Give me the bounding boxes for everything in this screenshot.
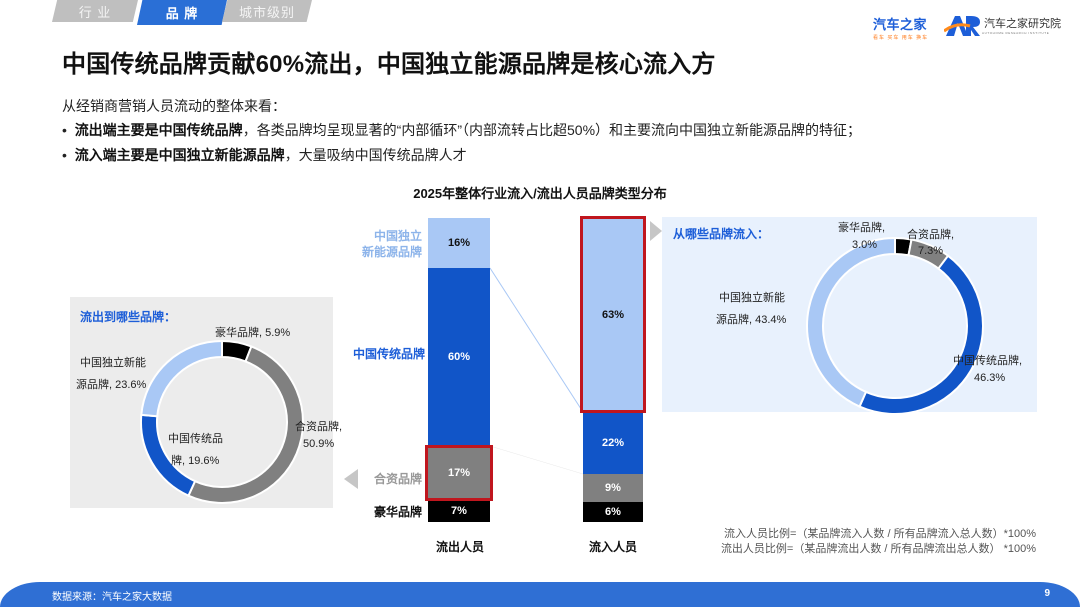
donut-slice [858, 254, 984, 415]
arrow-left-icon [344, 469, 358, 489]
autohome-logo: 汽车之家 看车 买车 用车 换车 [873, 14, 928, 41]
formula-outflow: 流出人员比例=（某品牌流出人数 / 所有品牌流出总人数） *100% [720, 543, 1036, 555]
page-number: 9 [1044, 588, 1050, 599]
bullet-outflow: • 流出端主要是中国传统品牌，各类品牌均呈现显著的“内部循环”（内部流转占比超5… [62, 120, 861, 140]
arrow-right-icon [650, 221, 662, 241]
inflow-panel-title: 从哪些品牌流入： [673, 227, 770, 241]
bar-label-jv: 合资品牌 [373, 472, 422, 486]
inflow-nev-highlight [580, 216, 646, 413]
bullet-outflow-rest: ，各类品牌均呈现显著的“内部循环”（内部流转占比超50%）和主要流向中国独立新能… [242, 122, 862, 138]
tab-city-level[interactable]: 城市级别 [222, 0, 312, 22]
bar-label-luxury: 豪华品牌 [373, 505, 422, 519]
chart-title: 2025年整体行业流入/流出人员品牌类型分布 [413, 186, 667, 201]
inflow-label-luxury-2: 3.0% [852, 239, 878, 251]
tab-industry[interactable]: 行 业 [52, 0, 138, 22]
bar-label-nev-2: 新能源品牌 [361, 245, 422, 259]
research-institute-sub: AUTOHOME RESEARCH INSTITUTE [982, 31, 1050, 35]
formula-inflow: 流入人员比例=（某品牌流入人数 / 所有品牌流入总人数）*100% [723, 528, 1036, 540]
bar-label-traditional: 中国传统品牌 [352, 347, 425, 361]
bullet-outflow-bold: 流出端主要是中国传统品牌 [74, 122, 243, 138]
inflow-label-jv-1: 合资品牌, [907, 229, 955, 241]
tab-industry-label: 行 业 [78, 4, 112, 20]
inflow-label-trad-2: 46.3% [974, 372, 1006, 384]
inflow-label-jv-2: 7.3% [918, 245, 944, 257]
outflow-label-nev-1: 中国独立新能 [80, 357, 146, 369]
footer-bar: 数据来源：汽车之家大数据 9 [0, 582, 1080, 607]
research-institute-logo: 汽车之家研究院 AUTOHOME RESEARCH INSTITUTE [944, 14, 1061, 36]
inflow-seg-nev: 63% [583, 218, 643, 412]
outflow-label-trad-1: 中国传统品 [168, 433, 223, 445]
inflow-donut-chart [806, 236, 984, 415]
donut-slice [806, 236, 896, 408]
bar-label-nev: 中国独立 新能源品牌 [340, 228, 422, 260]
autohome-logo-slogan: 看车 买车 用车 换车 [873, 35, 929, 41]
column-label-inflow: 流入人员 [588, 540, 637, 554]
donut-slice [140, 340, 223, 418]
ar-logo-icon [944, 16, 980, 36]
bullet-inflow: • 流入端主要是中国独立新能源品牌，大量吸纳中国传统品牌人才 [62, 145, 467, 165]
outflow-label-jv-2: 50.9% [303, 438, 335, 450]
outflow-label-trad-2: 牌, 19.6% [171, 455, 220, 467]
outflow-label-jv-1: 合资品牌, [295, 421, 343, 433]
inflow-label-nev-1: 中国独立新能 [719, 292, 785, 304]
bullet-dot: • [62, 147, 75, 163]
bullet-inflow-bold: 流入端主要是中国独立新能源品牌 [74, 147, 285, 163]
outflow-panel-title: 流出到哪些品牌： [80, 310, 177, 324]
tab-brand[interactable]: 品 牌 [137, 0, 227, 25]
inflow-label-luxury-1: 豪华品牌, [838, 222, 886, 234]
inflow-seg-jv: 9% [583, 474, 643, 502]
column-label-outflow: 流出人员 [435, 540, 484, 554]
outflow-donut-chart [140, 340, 304, 504]
inflow-seg-traditional: 22% [583, 412, 643, 474]
tab-brand-label: 品 牌 [165, 6, 199, 21]
page-title: 中国传统品牌贡献60%流出，中国独立能源品牌是核心流入方 [62, 51, 716, 78]
inflow-label-trad-1: 中国传统品牌, [953, 355, 1023, 367]
tab-city-level-label: 城市级别 [238, 4, 295, 20]
bullet-dot: • [62, 122, 75, 138]
autohome-logo-name: 汽车之家 [873, 17, 928, 32]
outflow-seg-luxury: 7% [428, 500, 490, 522]
research-institute-name: 汽车之家研究院 [984, 18, 1061, 30]
footer-source: 数据来源：汽车之家大数据 [52, 592, 172, 603]
outflow-label-luxury: 豪华品牌, 5.9% [215, 327, 291, 339]
outflow-seg-jv: 17% [428, 446, 490, 500]
intro-text: 从经销商营销人员流动的整体来看： [62, 98, 286, 114]
inflow-seg-luxury: 6% [583, 502, 643, 522]
inflow-label-nev-2: 源品牌, 43.4% [716, 314, 787, 326]
outflow-jv-highlight [425, 445, 493, 501]
bar-label-nev-1: 中国独立 [373, 229, 422, 243]
outflow-label-nev-2: 源品牌, 23.6% [76, 379, 147, 391]
outflow-seg-nev: 16% [428, 218, 490, 268]
bullet-inflow-rest: ，大量吸纳中国传统品牌人才 [284, 147, 467, 163]
outflow-seg-traditional: 60% [428, 268, 490, 446]
